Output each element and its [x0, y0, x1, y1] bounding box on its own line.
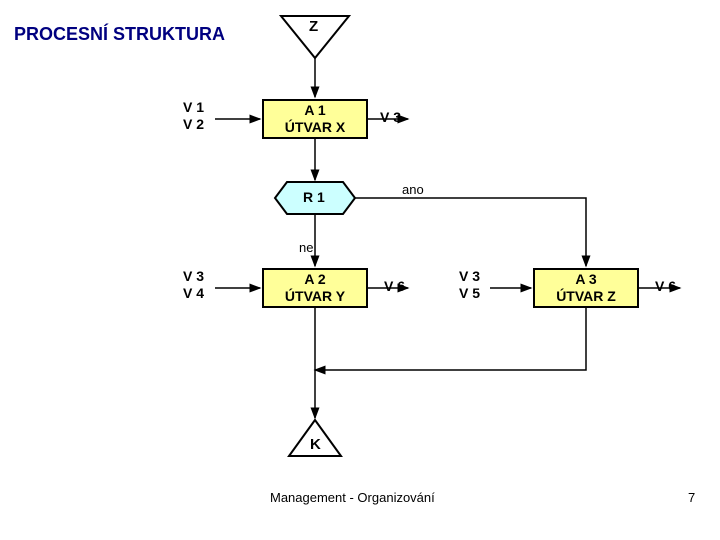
- label-r1: R 1: [303, 189, 325, 205]
- io-v6-a2: V 6: [384, 278, 405, 294]
- page-title: PROCESNÍ STRUKTURA: [14, 24, 225, 45]
- a3-line2: ÚTVAR Z: [535, 288, 637, 305]
- a2-line2: ÚTVAR Y: [264, 288, 366, 305]
- edge-label-ano: ano: [402, 182, 424, 197]
- edge-label-ne: ne: [299, 240, 313, 255]
- label-k: K: [310, 436, 321, 453]
- io-v3v4: V 3 V 4: [183, 268, 204, 302]
- page-number: 7: [688, 490, 695, 505]
- a1-line2: ÚTVAR X: [264, 119, 366, 136]
- node-a3: A 3 ÚTVAR Z: [533, 268, 639, 308]
- label-z: Z: [309, 18, 318, 35]
- io-v6-a3: V 6: [655, 278, 676, 294]
- a3-line1: A 3: [535, 271, 637, 288]
- a2-line1: A 2: [264, 271, 366, 288]
- node-a1: A 1 ÚTVAR X: [262, 99, 368, 139]
- io-v3-a1: V 3: [380, 109, 401, 125]
- a1-line1: A 1: [264, 102, 366, 119]
- node-a2: A 2 ÚTVAR Y: [262, 268, 368, 308]
- io-v1v2: V 1 V 2: [183, 99, 204, 133]
- footer-text: Management - Organizování: [270, 490, 435, 505]
- io-v3v5: V 3 V 5: [459, 268, 480, 302]
